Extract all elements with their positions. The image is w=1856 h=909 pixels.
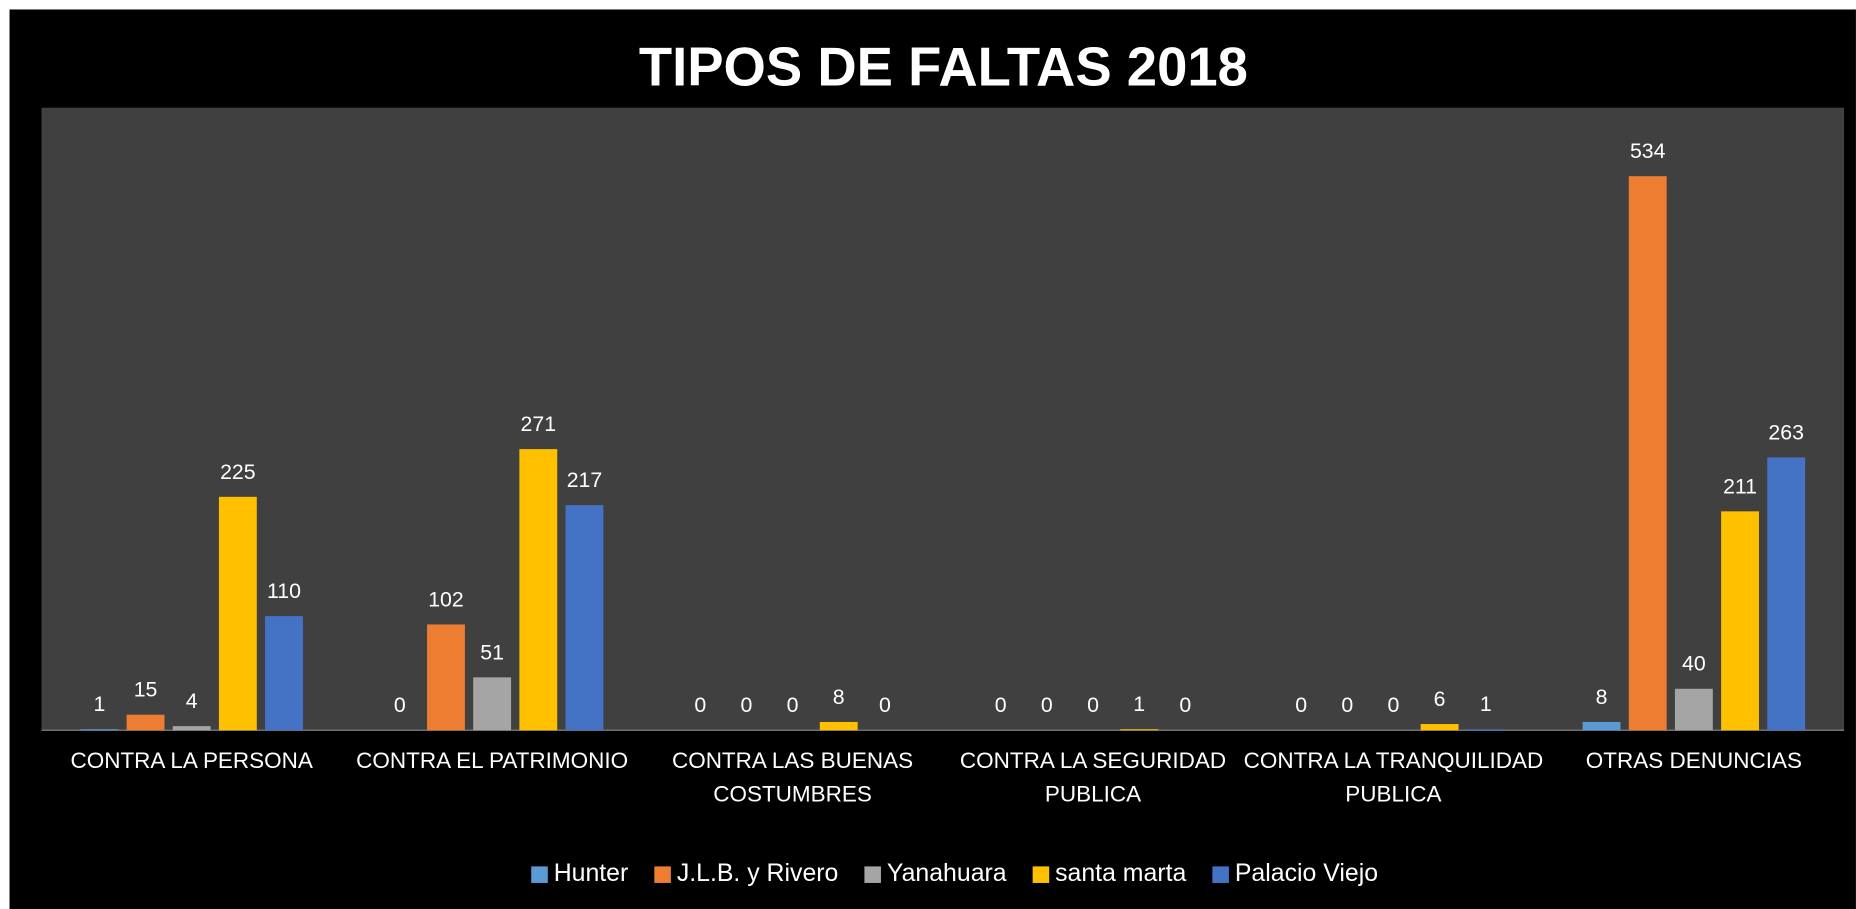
- legend-label: Hunter: [554, 860, 629, 887]
- x-tick-label: OTRAS DENUNCIAS: [1585, 749, 1802, 775]
- bar: [427, 624, 465, 731]
- data-label: 1: [1480, 692, 1492, 716]
- chart-title: TIPOS DE FALTAS 2018: [639, 36, 1248, 97]
- x-tick-label: CONTRA LAS BUENAS COSTUMBRES: [671, 749, 914, 808]
- bar: [126, 714, 165, 731]
- data-label: 110: [267, 579, 301, 603]
- data-label: 40: [1682, 652, 1706, 676]
- data-label: 0: [1041, 693, 1053, 717]
- data-label: 225: [220, 460, 256, 484]
- data-label: 534: [1630, 139, 1666, 163]
- x-label-box: CONTRA LA PERSONA: [70, 749, 313, 775]
- x-tick-label: CONTRA LA SEGURIDAD PUBLICA: [959, 749, 1227, 808]
- bar: [172, 726, 211, 731]
- bar: [1582, 721, 1621, 731]
- bar: [218, 496, 257, 731]
- bar: [473, 677, 512, 731]
- data-label: 102: [428, 587, 464, 611]
- data-label: 1: [1133, 692, 1145, 716]
- data-label: 0: [995, 693, 1007, 717]
- x-label-box: CONTRA LA SEGURIDAD PUBLICA: [959, 749, 1227, 808]
- x-tick-label: CONTRA EL PATRIMONIO: [356, 749, 629, 775]
- bar: [819, 721, 858, 731]
- legend-swatch: [864, 866, 881, 883]
- data-label: 8: [1596, 685, 1608, 709]
- bar: [1120, 729, 1159, 731]
- bar: [1420, 724, 1459, 731]
- data-label: 0: [1179, 693, 1191, 717]
- data-label: 271: [521, 412, 557, 436]
- data-label: 0: [1341, 693, 1353, 717]
- data-label: 4: [186, 689, 198, 713]
- legend-swatch: [1212, 866, 1229, 883]
- x-label-box: CONTRA LA TRANQUILIDAD PUBLICA: [1243, 749, 1544, 808]
- data-label: 15: [134, 678, 158, 702]
- bar: [1674, 688, 1713, 731]
- data-label: 0: [787, 693, 799, 717]
- data-label: 0: [694, 693, 706, 717]
- x-label-box: CONTRA EL PATRIMONIO: [356, 749, 629, 775]
- legend-swatch: [531, 866, 548, 883]
- data-label: 8: [833, 685, 845, 709]
- x-label-box: CONTRA LAS BUENAS COSTUMBRES: [671, 749, 914, 808]
- x-tick-label: CONTRA LA PERSONA: [70, 749, 313, 775]
- bar: [1628, 176, 1667, 731]
- data-label: 0: [1388, 693, 1400, 717]
- data-label: 211: [1723, 474, 1757, 498]
- bar: [1466, 729, 1505, 731]
- legend-label: Palacio Viejo: [1235, 860, 1378, 887]
- legend: Hunter J.L.B. y Rivero Yanahuara santa mart…: [531, 860, 1378, 887]
- data-label: 217: [567, 468, 603, 492]
- legend-swatch: [654, 866, 671, 883]
- data-label: 263: [1768, 420, 1804, 444]
- data-label: 0: [740, 693, 752, 717]
- legend-swatch: [1032, 866, 1050, 883]
- legend-label: santa marta: [1055, 860, 1186, 887]
- bar: [1721, 511, 1759, 731]
- data-label: 1: [93, 692, 105, 716]
- plot-area: [41, 107, 1845, 731]
- bar: [1767, 457, 1806, 731]
- bar: [519, 449, 558, 731]
- bar: [265, 616, 303, 731]
- data-label: 51: [480, 640, 504, 664]
- data-label: 0: [1087, 693, 1099, 717]
- legend-label: Yanahuara: [887, 860, 1007, 887]
- bar: [80, 729, 119, 731]
- legend-label: J.L.B. y Rivero: [677, 860, 839, 887]
- data-label: 0: [394, 693, 406, 717]
- x-label-box: OTRAS DENUNCIAS: [1585, 749, 1802, 775]
- bar: [565, 505, 604, 731]
- data-label: 0: [1295, 693, 1307, 717]
- data-label: 0: [879, 693, 891, 717]
- data-label: 6: [1434, 687, 1446, 711]
- x-tick-label: CONTRA LA TRANQUILIDAD PUBLICA: [1243, 749, 1544, 808]
